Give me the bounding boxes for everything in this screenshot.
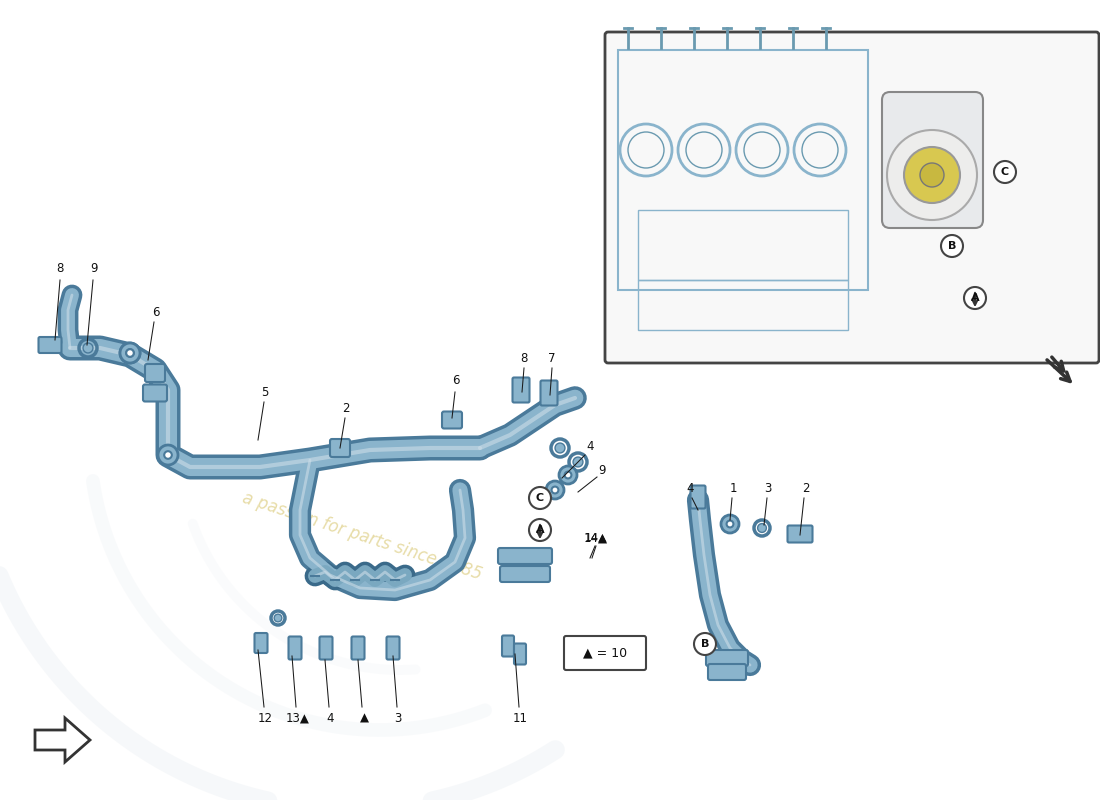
Text: 13▲: 13▲ — [286, 711, 310, 725]
Text: C: C — [1001, 167, 1009, 177]
Text: 4: 4 — [586, 439, 594, 453]
Circle shape — [694, 633, 716, 655]
Circle shape — [158, 445, 178, 465]
Text: 14▲: 14▲ — [584, 531, 608, 545]
Text: 9: 9 — [90, 262, 98, 274]
Text: 2: 2 — [802, 482, 810, 494]
Circle shape — [887, 130, 977, 220]
Circle shape — [559, 466, 578, 484]
Circle shape — [551, 486, 559, 494]
Circle shape — [964, 287, 986, 309]
FancyBboxPatch shape — [788, 526, 813, 542]
FancyBboxPatch shape — [319, 637, 332, 659]
Text: ▲: ▲ — [360, 711, 368, 725]
FancyBboxPatch shape — [513, 378, 529, 402]
Circle shape — [564, 471, 571, 478]
Text: ▲ = 10: ▲ = 10 — [583, 646, 627, 659]
Circle shape — [126, 349, 134, 357]
FancyBboxPatch shape — [708, 664, 746, 680]
Text: 3: 3 — [764, 482, 772, 494]
Circle shape — [940, 235, 962, 257]
Text: A: A — [970, 293, 979, 303]
FancyBboxPatch shape — [514, 643, 526, 665]
FancyBboxPatch shape — [145, 364, 165, 382]
FancyBboxPatch shape — [442, 411, 462, 429]
Text: 6: 6 — [452, 374, 460, 386]
Circle shape — [126, 349, 134, 357]
Bar — [618, 50, 868, 290]
Circle shape — [120, 343, 140, 363]
FancyBboxPatch shape — [386, 637, 399, 659]
Text: 3: 3 — [394, 711, 402, 725]
Text: 6: 6 — [152, 306, 160, 318]
Text: C: C — [536, 493, 544, 503]
FancyBboxPatch shape — [882, 92, 983, 228]
Circle shape — [758, 524, 767, 533]
Text: 8: 8 — [56, 262, 64, 274]
Bar — [638, 210, 848, 280]
FancyBboxPatch shape — [330, 439, 350, 457]
Bar — [638, 280, 848, 330]
Circle shape — [727, 521, 734, 527]
Circle shape — [274, 614, 282, 622]
FancyBboxPatch shape — [352, 637, 364, 659]
FancyBboxPatch shape — [39, 337, 62, 353]
Circle shape — [573, 457, 583, 467]
Circle shape — [529, 487, 551, 509]
FancyBboxPatch shape — [143, 385, 167, 402]
Text: 7: 7 — [548, 351, 556, 365]
FancyBboxPatch shape — [254, 633, 267, 653]
FancyBboxPatch shape — [706, 650, 748, 666]
Text: 1: 1 — [729, 482, 737, 494]
Circle shape — [994, 161, 1016, 183]
Circle shape — [164, 451, 172, 459]
FancyBboxPatch shape — [564, 636, 646, 670]
Text: A: A — [536, 525, 544, 535]
FancyBboxPatch shape — [500, 566, 550, 582]
Circle shape — [120, 343, 140, 363]
FancyBboxPatch shape — [691, 486, 705, 509]
Text: B: B — [701, 639, 710, 649]
FancyBboxPatch shape — [288, 637, 301, 659]
Text: 4: 4 — [686, 482, 694, 494]
Text: 4: 4 — [327, 711, 333, 725]
Text: 8: 8 — [520, 351, 528, 365]
Text: 12: 12 — [257, 711, 273, 725]
Text: 2: 2 — [342, 402, 350, 414]
Text: 9: 9 — [598, 463, 606, 477]
Circle shape — [529, 519, 551, 541]
Text: B: B — [948, 241, 956, 251]
FancyBboxPatch shape — [540, 381, 558, 406]
Circle shape — [904, 147, 960, 203]
FancyBboxPatch shape — [498, 548, 552, 564]
Polygon shape — [35, 718, 90, 762]
Circle shape — [556, 443, 565, 453]
FancyBboxPatch shape — [605, 32, 1099, 363]
Text: a passion for parts since 1985: a passion for parts since 1985 — [240, 490, 484, 584]
Text: 5: 5 — [262, 386, 268, 398]
Text: 14▲: 14▲ — [585, 533, 607, 543]
Circle shape — [720, 515, 739, 533]
Circle shape — [546, 481, 564, 499]
Text: 11: 11 — [513, 711, 528, 725]
Circle shape — [84, 343, 92, 353]
FancyBboxPatch shape — [502, 635, 514, 657]
Circle shape — [920, 163, 944, 187]
